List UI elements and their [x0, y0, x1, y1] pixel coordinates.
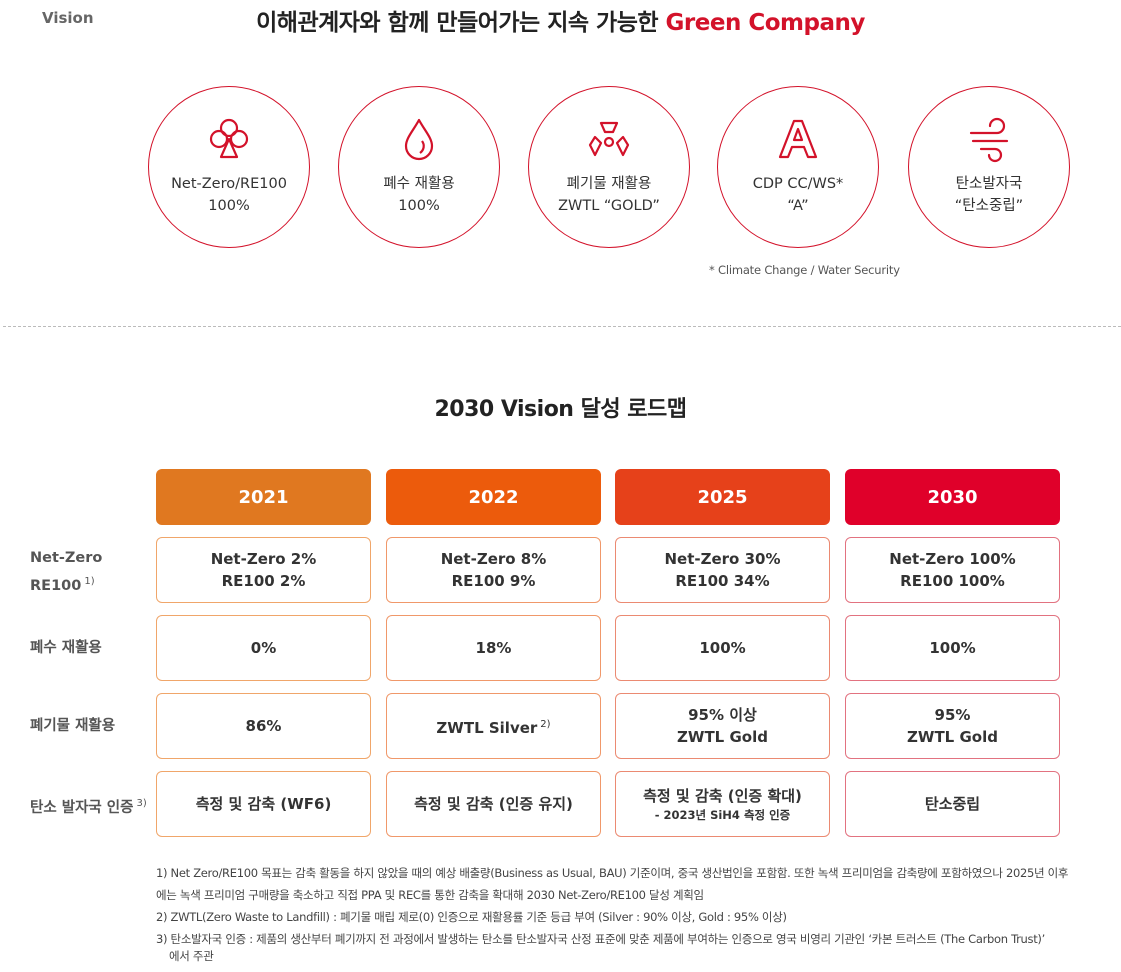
cell-line1: 0% [250, 639, 277, 657]
cell-line2: RE100 2% [221, 572, 306, 590]
cell-line1: Net-Zero 30% [664, 550, 781, 568]
goal-line1: 탄소발자국 [955, 176, 1023, 192]
recycle-triangle-icon [587, 115, 631, 163]
footnote-ref: 2) [540, 718, 551, 730]
vision-goals: Net-Zero/RE100 100% 폐수 재활용 100% 폐기물 재활용 ZWT… [148, 86, 1074, 252]
cell-line1: Net-Zero 2% [210, 550, 317, 568]
goal-waste: 폐기물 재활용 ZWTL “GOLD” [528, 86, 690, 248]
footnote-3: 3) 탄소발자국 인증 : 제품의 생산부터 폐기까지 전 과정에서 발생하는 … [156, 932, 1045, 946]
cell-line1: 측정 및 감축 (인증 확대) [643, 787, 802, 805]
cell-line2: ZWTL Gold [907, 728, 998, 746]
cell-netzero-2030: Net-Zero 100% RE100 100% [845, 537, 1060, 603]
clover-icon [207, 115, 251, 163]
year-header-2021: 2021 [156, 469, 371, 525]
footnote-ref: 1) [84, 576, 95, 587]
footnote-1: 1) Net Zero/RE100 목표는 감축 활동을 하지 않았을 때의 예… [156, 866, 1069, 880]
cell-line1: 95% 이상 [688, 706, 757, 724]
footnotes: 1) Net Zero/RE100 목표는 감축 활동을 하지 않았을 때의 예… [156, 862, 1071, 965]
cell-line1: 100% [929, 639, 976, 657]
cell-line2: RE100 9% [451, 572, 536, 590]
cell-netzero-2025: Net-Zero 30% RE100 34% [615, 537, 830, 603]
cell-netzero-2022: Net-Zero 8% RE100 9% [386, 537, 601, 603]
cell-carbon-2025: 측정 및 감축 (인증 확대) - 2023년 SiH4 측정 인증 [615, 771, 830, 837]
goal-line1: Net-Zero/RE100 [171, 176, 287, 192]
year-header-2022: 2022 [386, 469, 601, 525]
footnote-2: 2) ZWTL(Zero Waste to Landfill) : 폐기물 매립… [156, 910, 787, 924]
goal-netzero: Net-Zero/RE100 100% [148, 86, 310, 248]
year-header-2030: 2030 [845, 469, 1060, 525]
goal-line1: 폐수 재활용 [383, 176, 455, 192]
cell-line1: 86% [245, 717, 282, 735]
cdp-footnote: * Climate Change / Water Security [709, 263, 900, 277]
cell-carbon-2021: 측정 및 감축 (WF6) [156, 771, 371, 837]
footnote-3-cont: 에서 주관 [169, 949, 214, 963]
cell-line2: RE100 34% [675, 572, 770, 590]
footnote-1-cont: 에는 녹색 프리미엄 구매량을 축소하고 직접 PPA 및 REC를 통한 감축… [156, 888, 704, 902]
letter-a-icon [776, 115, 820, 163]
cell-wastewater-2022: 18% [386, 615, 601, 681]
cell-line1: 100% [699, 639, 746, 657]
cell-waste-2025: 95% 이상 ZWTL Gold [615, 693, 830, 759]
goal-line2: “A” [787, 198, 809, 214]
goal-line2: ZWTL “GOLD” [558, 198, 660, 214]
goal-wastewater: 폐수 재활용 100% [338, 86, 500, 248]
cell-wastewater-2030: 100% [845, 615, 1060, 681]
goal-carbon-footprint: 탄소발자국 “탄소중립” [908, 86, 1070, 248]
goal-line2: 100% [208, 198, 250, 214]
row-label-waste: 폐기물 재활용 [30, 718, 116, 734]
cell-wastewater-2021: 0% [156, 615, 371, 681]
cell-waste-2030: 95% ZWTL Gold [845, 693, 1060, 759]
cell-line1: Net-Zero 100% [889, 550, 1016, 568]
row-label-carbon-footprint: 탄소 발자국 인증 3) [30, 792, 147, 820]
cell-carbon-2022: 측정 및 감축 (인증 유지) [386, 771, 601, 837]
year-header-2025: 2025 [615, 469, 830, 525]
footnote-ref: 3) [136, 798, 147, 809]
goal-line1: 폐기물 재활용 [566, 176, 652, 192]
cell-line1: 탄소중립 [924, 795, 981, 813]
headline-accent: Green Company [665, 10, 866, 36]
water-drop-icon [397, 115, 441, 163]
goal-line1: CDP CC/WS* [752, 176, 844, 192]
cell-netzero-2021: Net-Zero 2% RE100 2% [156, 537, 371, 603]
section-label-vision: Vision [42, 9, 94, 27]
goal-line2: 100% [398, 198, 440, 214]
section-divider [3, 326, 1121, 327]
cell-line2: RE100 100% [900, 572, 1005, 590]
headline-prefix: 이해관계자와 함께 만들어가는 지속 가능한 [256, 10, 666, 36]
cell-line1: 18% [475, 639, 512, 657]
cell-waste-2022: ZWTL Silver 2) [386, 693, 601, 759]
cell-line1: 측정 및 감축 (WF6) [195, 795, 332, 813]
cell-line2: ZWTL Gold [677, 728, 768, 746]
row-label-line1: Net-Zero [30, 550, 103, 566]
cell-line1: ZWTL Silver [436, 718, 538, 737]
vision-headline: 이해관계자와 함께 만들어가는 지속 가능한 Green Company [0, 3, 1121, 37]
roadmap-title: 2030 Vision 달성 로드맵 [434, 397, 687, 422]
cell-line1: 95% [934, 706, 971, 724]
wind-icon [967, 115, 1011, 163]
row-label-netzero: Net-Zero RE100 1) [30, 546, 102, 598]
cell-line1: Net-Zero 8% [440, 550, 547, 568]
cell-line1: 측정 및 감축 (인증 유지) [414, 795, 573, 813]
row-label-line2: RE100 [30, 577, 82, 594]
row-label-wastewater: 폐수 재활용 [30, 640, 102, 656]
goal-cdp: CDP CC/WS* “A” [717, 86, 879, 248]
cell-subtext: - 2023년 SiH4 측정 인증 [654, 808, 791, 822]
cell-waste-2021: 86% [156, 693, 371, 759]
goal-line2: “탄소중립” [954, 198, 1024, 214]
cell-carbon-2030: 탄소중립 [845, 771, 1060, 837]
row-label-line1: 탄소 발자국 인증 [30, 799, 134, 816]
cell-wastewater-2025: 100% [615, 615, 830, 681]
